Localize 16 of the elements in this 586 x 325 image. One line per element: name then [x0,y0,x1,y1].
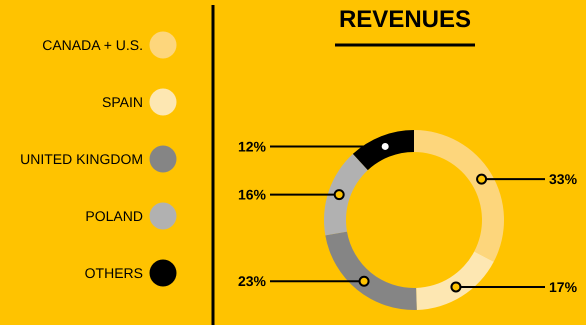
legend-label: UNITED KINGDOM [20,151,143,167]
donut-slice [324,154,368,236]
legend-label: POLAND [85,208,143,224]
donut-slice [416,252,494,310]
donut-slice [352,130,414,170]
data-label: 17% [549,278,578,295]
data-label: 16% [238,186,267,203]
data-label: 12% [238,138,267,154]
data-label: 33% [549,171,578,188]
legend-label: SPAIN [102,94,143,110]
donut-slice [414,130,504,262]
donut-slice [325,232,417,310]
data-label: 23% [238,273,267,290]
chart-title: REVENUES [338,6,472,33]
legend-label: OTHERS [84,265,143,281]
legend-label: CANADA + U.S. [42,37,143,53]
